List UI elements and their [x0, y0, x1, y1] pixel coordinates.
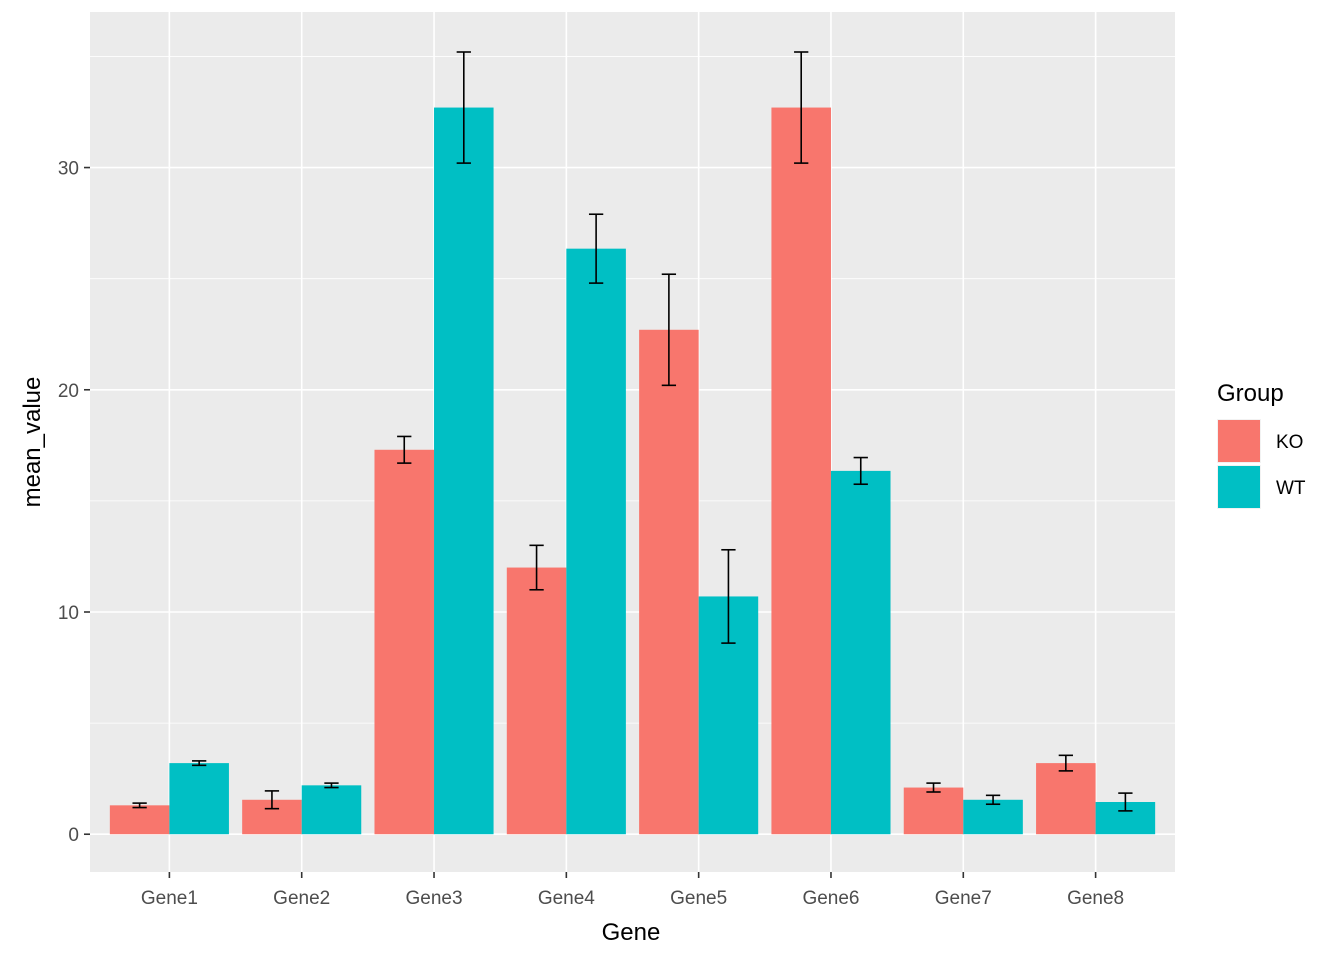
x-tick-label: Gene2	[273, 888, 330, 909]
legend-label-ko: KO	[1276, 432, 1303, 453]
legend: Group KO WT	[1217, 380, 1306, 509]
y-axis: 0 10 20 30	[58, 159, 90, 846]
bar-ko-gene8	[1036, 763, 1096, 835]
bars	[109, 107, 1156, 835]
error-bars	[132, 51, 1133, 812]
x-tick-label: Gene6	[802, 888, 859, 909]
legend-key-wt	[1218, 466, 1260, 508]
x-tick-label: Gene4	[538, 888, 595, 909]
bar-wt-gene6	[830, 470, 891, 835]
plot-panel	[90, 12, 1175, 872]
bar-wt-gene4	[566, 248, 626, 835]
x-axis: Gene1 Gene2 Gene3 Gene4 Gene5 Gene6 Gene7 Gene8	[141, 872, 1124, 909]
bar-ko-gene7	[903, 787, 964, 835]
bar-ko-gene4	[506, 567, 567, 835]
y-tick-label: 0	[68, 825, 79, 846]
legend-title: Group	[1217, 380, 1284, 407]
x-tick-label: Gene3	[406, 888, 463, 909]
bar-wt-gene2	[301, 785, 362, 835]
bar-ko-gene6	[771, 107, 831, 835]
bar-ko-gene5	[639, 329, 699, 835]
bar-wt-gene7	[963, 799, 1023, 835]
y-tick-label: 30	[58, 159, 79, 180]
bar-wt-gene3	[434, 107, 494, 835]
x-tick-label: Gene8	[1067, 888, 1124, 909]
y-axis-title: mean_value	[19, 377, 46, 508]
legend-key-ko	[1218, 420, 1260, 462]
legend-label-wt: WT	[1276, 478, 1306, 499]
y-tick-label: 10	[58, 603, 79, 624]
minor-gridlines	[90, 56, 1175, 724]
x-tick-label: Gene5	[670, 888, 727, 909]
bar-ko-gene3	[374, 449, 435, 835]
x-tick-label: Gene1	[141, 888, 198, 909]
x-tick-label: Gene7	[935, 888, 992, 909]
bar-wt-gene1	[169, 763, 229, 835]
x-axis-title: Gene	[602, 919, 661, 946]
bar-ko-gene1	[109, 805, 170, 835]
y-tick-label: 20	[58, 381, 79, 402]
